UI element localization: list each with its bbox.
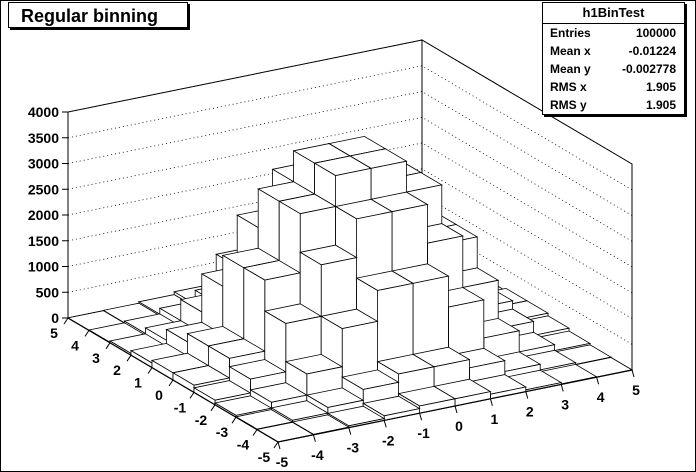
stats-value: 100000 xyxy=(635,26,676,40)
x-tick xyxy=(312,434,316,442)
z-grid-line xyxy=(67,142,633,268)
x-tick xyxy=(631,369,635,378)
y-tick-label: -1 xyxy=(174,399,187,415)
z-grid-line xyxy=(67,65,633,191)
y-tick-label: -2 xyxy=(195,412,208,428)
x-tick xyxy=(419,413,423,421)
x-tick xyxy=(489,398,493,406)
stats-row-entries: Entries 100000 xyxy=(543,24,684,42)
y-tick xyxy=(273,441,279,449)
stats-value: 1.905 xyxy=(645,98,676,112)
z-grid-line xyxy=(67,168,633,294)
chart-title: Regular binning xyxy=(8,2,188,28)
x-tick xyxy=(560,384,564,392)
y-tick-label: 3 xyxy=(92,350,100,366)
y-tick xyxy=(231,416,237,424)
z-tick-label: 3000 xyxy=(28,156,59,172)
stats-value: -0.01224 xyxy=(628,44,676,58)
x-tick xyxy=(348,427,352,435)
y-tick xyxy=(147,367,153,374)
z-tick-label: 2000 xyxy=(28,207,59,223)
x-tick-label: -2 xyxy=(382,432,395,448)
y-tick xyxy=(63,317,69,325)
z-tick-label: 4000 xyxy=(28,104,59,120)
z-tick-label: 1000 xyxy=(28,259,59,275)
x-tick xyxy=(383,420,387,428)
y-tick-label: 5 xyxy=(50,325,58,341)
y-tick xyxy=(84,330,90,337)
y-tick-label: 0 xyxy=(155,387,163,403)
stats-box: h1BinTest Entries 100000 Mean x -0.01224… xyxy=(542,2,685,115)
x-tick-label: 4 xyxy=(597,389,605,405)
y-tick xyxy=(252,429,258,436)
x-tick-label: 2 xyxy=(526,404,534,420)
stats-label: Mean y xyxy=(550,62,591,76)
stats-value: 1.905 xyxy=(645,80,676,94)
x-tick-label: 0 xyxy=(455,418,463,434)
y-tick-label: -3 xyxy=(216,424,229,440)
y-tick xyxy=(105,342,111,350)
stats-row-rms-x: RMS x 1.905 xyxy=(543,78,684,96)
z-grid-line xyxy=(67,91,633,216)
y-tick-label: 2 xyxy=(113,362,121,378)
x-tick xyxy=(454,405,458,414)
stats-row-mean-y: Mean y -0.002778 xyxy=(543,60,684,78)
stats-row-rms-y: RMS y 1.905 xyxy=(543,96,684,114)
z-tick-label: 0 xyxy=(51,310,59,326)
stats-label: Entries xyxy=(550,26,591,40)
y-tick xyxy=(189,392,195,399)
z-grid-line xyxy=(67,116,633,242)
z-grid-line xyxy=(67,219,633,345)
x-tick-label: -5 xyxy=(276,454,289,470)
x-tick-label: 5 xyxy=(632,382,640,398)
stats-label: RMS x xyxy=(550,80,587,94)
y-tick-label: -5 xyxy=(258,449,271,465)
x-tick-label: 3 xyxy=(561,396,569,412)
x-tick xyxy=(525,391,529,399)
z-tick-label: 500 xyxy=(36,284,60,300)
x-tick xyxy=(277,441,281,450)
z-grid-line xyxy=(67,194,633,319)
y-tick-label: -4 xyxy=(237,437,250,453)
x-tick xyxy=(596,377,600,385)
stats-title: h1BinTest xyxy=(543,3,684,24)
stats-row-mean-x: Mean x -0.01224 xyxy=(543,42,684,60)
plot-area: 05001000150020002500300035004000-5-4-3-2… xyxy=(28,39,640,470)
z-tick-label: 2500 xyxy=(28,181,59,197)
y-tick-label: 1 xyxy=(134,375,142,391)
x-tick-label: -1 xyxy=(417,425,430,441)
y-tick xyxy=(126,354,132,362)
stats-label: RMS y xyxy=(550,98,587,112)
y-tick-label: 4 xyxy=(71,337,79,353)
z-tick-label: 1500 xyxy=(28,233,59,249)
stats-value: -0.002778 xyxy=(621,62,676,76)
z-grid-line xyxy=(67,39,633,165)
z-tick-label: 3500 xyxy=(28,130,59,146)
stats-label: Mean x xyxy=(550,44,591,58)
y-tick xyxy=(168,379,174,387)
x-tick-label: -4 xyxy=(311,447,324,463)
x-tick-label: -3 xyxy=(347,440,360,456)
y-tick xyxy=(210,404,216,412)
x-tick-label: 1 xyxy=(491,411,499,427)
